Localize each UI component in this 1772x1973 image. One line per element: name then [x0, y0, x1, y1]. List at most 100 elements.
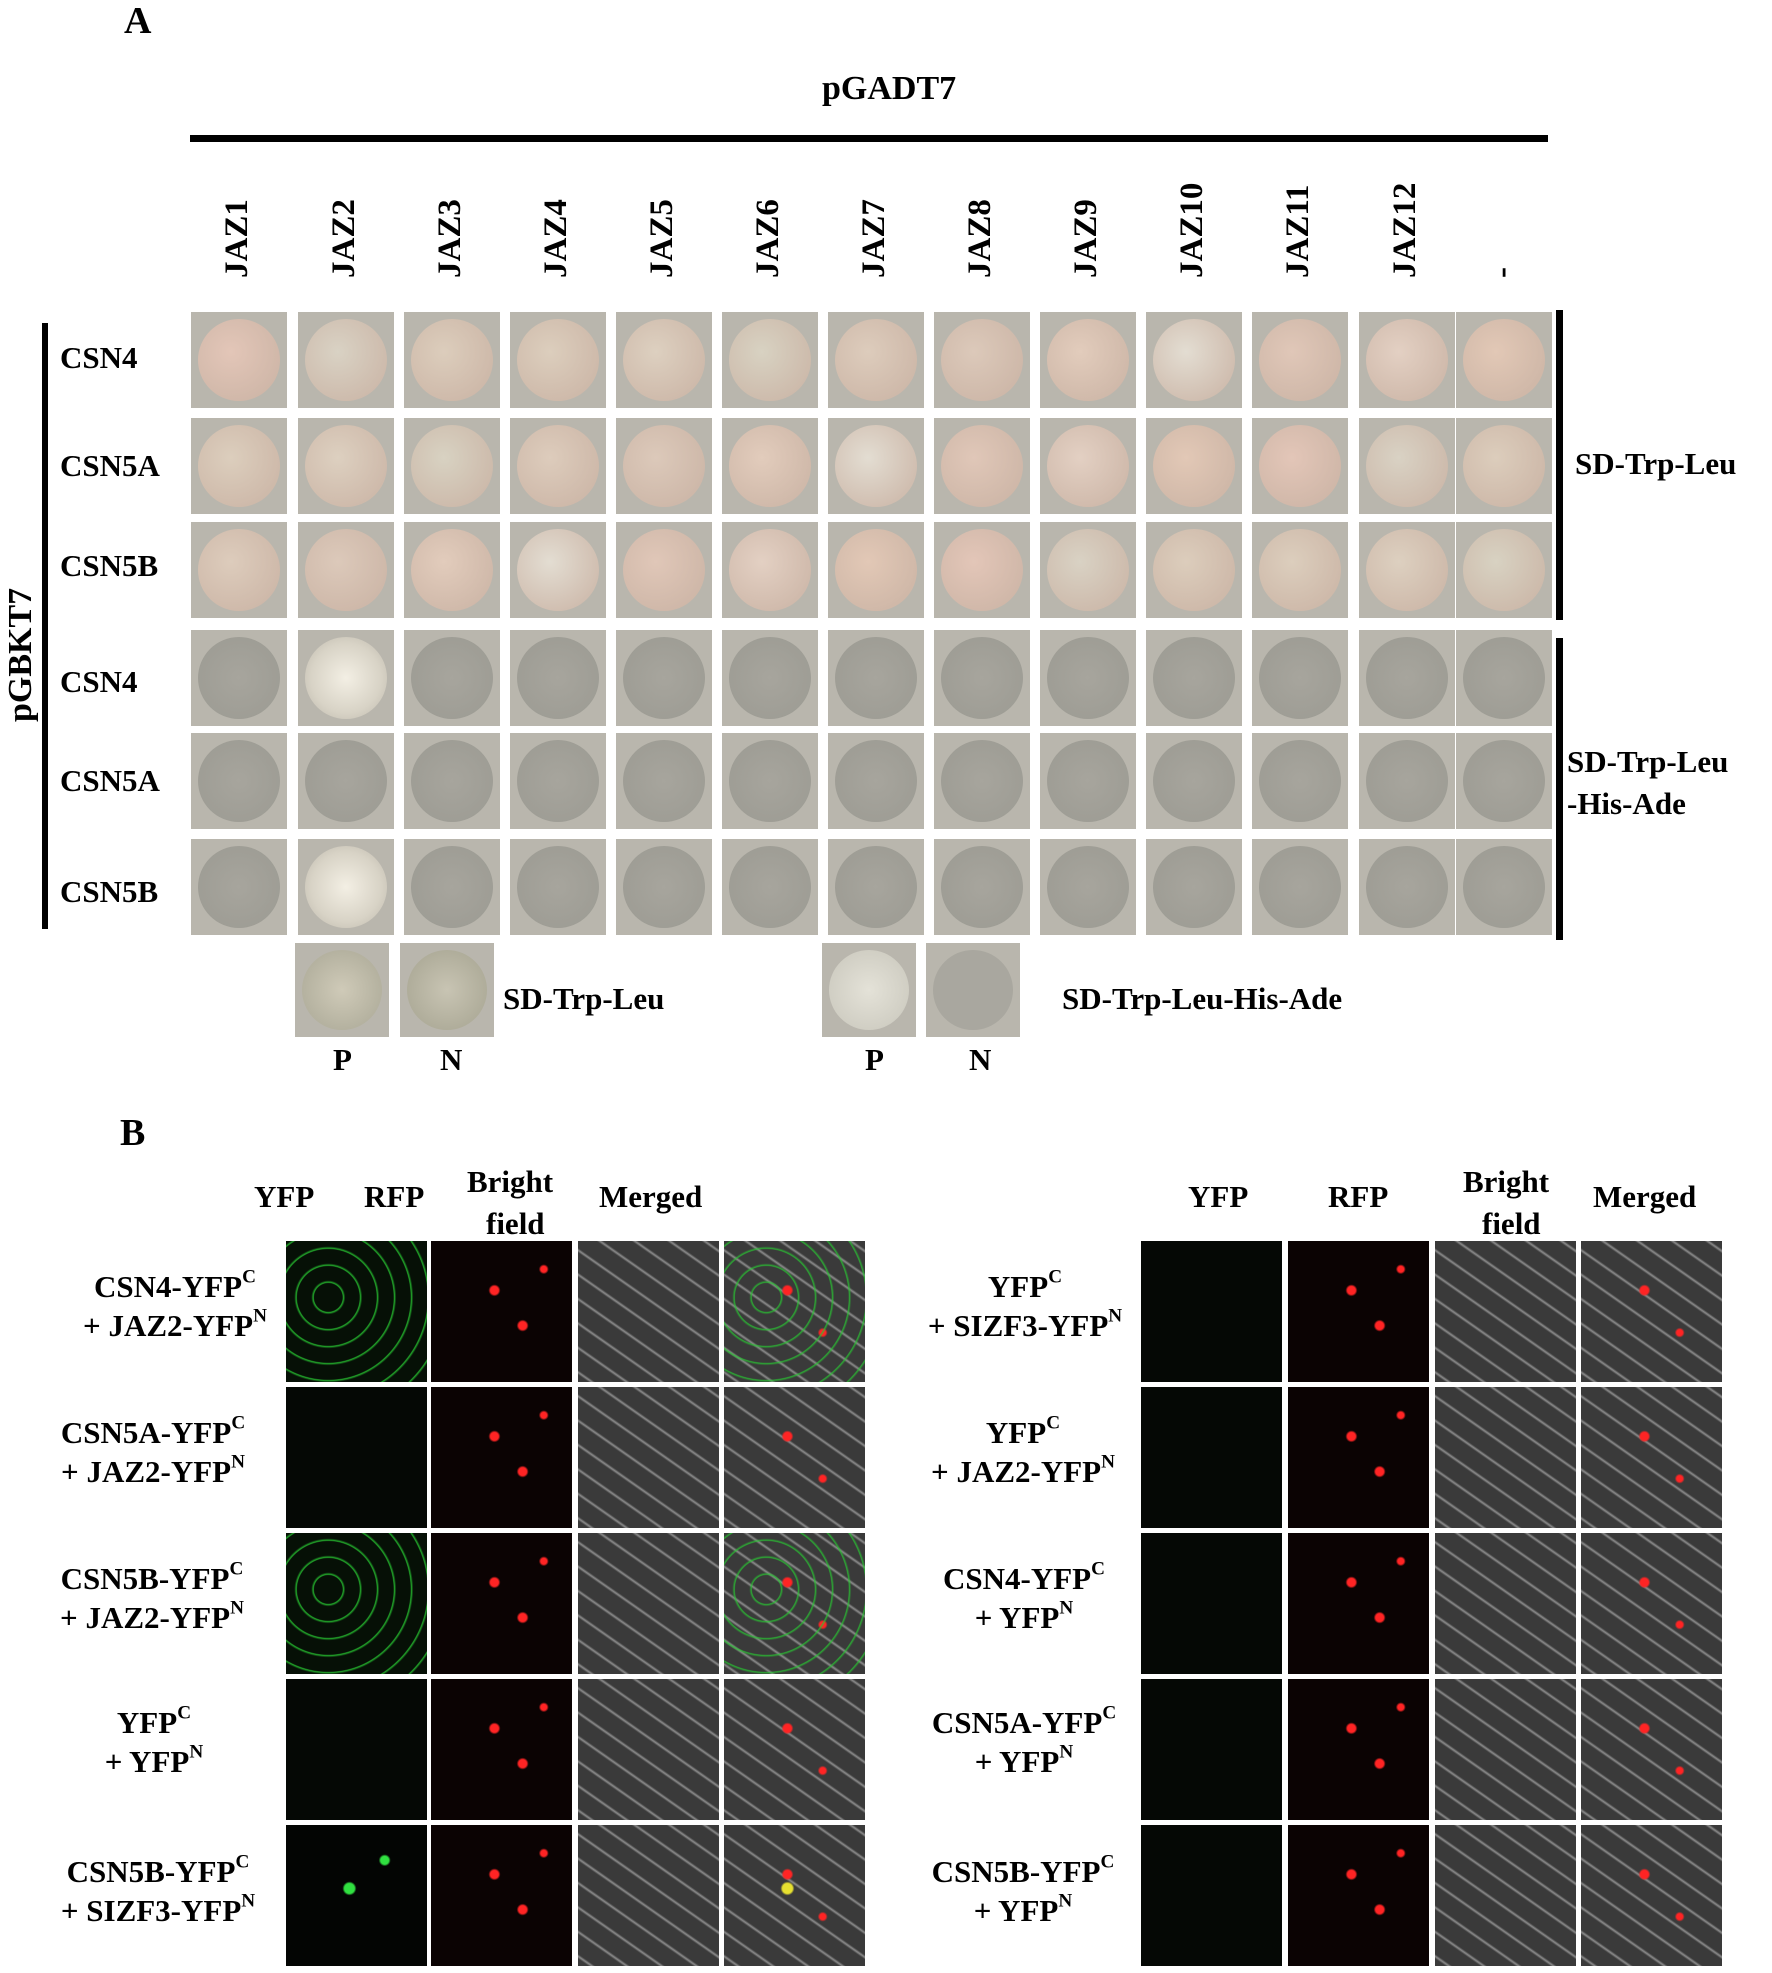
media-bar-top	[1556, 310, 1563, 620]
construct-part: CSN4-YFP	[943, 1561, 1092, 1596]
left-rfp-tile-5	[431, 1825, 572, 1966]
colony-spot	[940, 318, 1024, 402]
column-header-12: JAZ12	[1387, 182, 1423, 278]
plate-r6-c10	[1146, 839, 1242, 935]
colony-spot	[834, 739, 918, 823]
right-yfp-tile-4	[1141, 1679, 1282, 1820]
control-medium-left: SD-Trp-Leu	[503, 981, 665, 1016]
colony-spot	[516, 845, 600, 929]
plate-r6-c9	[1040, 839, 1136, 935]
construct-superscript: N	[253, 1305, 267, 1327]
control-medium-right: SD-Trp-Leu-His-Ade	[1062, 981, 1343, 1016]
column-header-5: JAZ5	[644, 199, 680, 278]
left-merged-tile-1	[724, 1241, 865, 1382]
construct-superscript: N	[1059, 1597, 1074, 1619]
right-merged-tile-4	[1581, 1679, 1722, 1820]
colony-spot	[410, 318, 494, 402]
colony-spot	[940, 636, 1024, 720]
control-p-label-left: P	[333, 1042, 352, 1077]
left-bright-tile-2	[578, 1387, 719, 1528]
media-bar-bottom	[1556, 638, 1563, 940]
plate-r6-c11	[1252, 839, 1348, 935]
construct-part: + SIZF3-YFP	[60, 1892, 242, 1928]
construct-part: + YFP	[973, 1892, 1059, 1928]
header-bright: Bright	[467, 1164, 554, 1199]
colony-spot	[304, 739, 388, 823]
colony-spot	[1462, 845, 1546, 929]
left-yfp-tile-2	[286, 1387, 427, 1528]
plate-r1-c3	[404, 312, 500, 408]
colony-spot	[622, 424, 706, 508]
plate-r2-c4	[510, 418, 606, 514]
colony-spot	[304, 845, 388, 929]
control-n-sd-trp-leu	[400, 943, 494, 1037]
plate-r4-c1	[191, 630, 287, 726]
colony-spot	[1152, 528, 1236, 612]
construct-superscript: N	[1108, 1305, 1123, 1327]
right-construct-label-4: CSN5A-YFPC + YFPN	[864, 1703, 1184, 1782]
construct-part: YFP	[116, 1705, 178, 1740]
colony-spot	[834, 318, 918, 402]
right-bright-tile-5	[1435, 1825, 1576, 1966]
colony-spot	[1046, 636, 1130, 720]
right-rfp-tile-2	[1288, 1387, 1429, 1528]
right-bright-tile-3	[1435, 1533, 1576, 1674]
construct-part: CSN4-YFP	[94, 1269, 243, 1304]
panel-b-letter: B	[120, 1112, 146, 1154]
left-yfp-tile-3	[286, 1533, 427, 1674]
plate-r4-c12	[1359, 630, 1455, 726]
plate-r4-c9	[1040, 630, 1136, 726]
colony-spot	[1462, 528, 1546, 612]
plate-r4-c8	[934, 630, 1030, 726]
row-label-3: CSN5B	[60, 548, 159, 583]
plate-r1-c10	[1146, 312, 1242, 408]
construct-part: CSN5B-YFP	[931, 1854, 1101, 1889]
plate-r3-c10	[1146, 522, 1242, 618]
construct-part: CSN5A-YFP	[60, 1415, 232, 1450]
left-rfp-tile-1	[431, 1241, 572, 1382]
colony-spot	[1258, 636, 1342, 720]
plate-r5-c3	[404, 733, 500, 829]
right-merged-tile-2	[1581, 1387, 1722, 1528]
construct-superscript: N	[241, 1890, 256, 1912]
right-yfp-tile-3	[1141, 1533, 1282, 1674]
plate-r6-c6	[722, 839, 818, 935]
colony-spot	[728, 845, 812, 929]
colony-spot	[516, 739, 600, 823]
colony-spot	[1046, 424, 1130, 508]
plate-r2-c3	[404, 418, 500, 514]
construct-part: CSN5B-YFP	[66, 1854, 236, 1889]
plate-r1-c4	[510, 312, 606, 408]
plate-r3-c5	[616, 522, 712, 618]
colony-spot	[1258, 318, 1342, 402]
construct-part: + JAZ2-YFP	[83, 1307, 254, 1343]
plate-r5-c7	[828, 733, 924, 829]
colony-spot	[410, 636, 494, 720]
left-bright-tile-5	[578, 1825, 719, 1966]
plate-r4-c6	[722, 630, 818, 726]
column-header-13: -	[1484, 267, 1520, 278]
colony-spot	[410, 845, 494, 929]
plate-r6-c12	[1359, 839, 1455, 935]
plate-r6-c8	[934, 839, 1030, 935]
left-merged-tile-3	[724, 1533, 865, 1674]
left-construct-label-4: YFPC + YFPN	[0, 1703, 314, 1782]
construct-part: + JAZ2-YFP	[60, 1599, 231, 1635]
media-label-top: SD-Trp-Leu	[1575, 446, 1737, 481]
colony-spot	[304, 318, 388, 402]
plate-r4-c11	[1252, 630, 1348, 726]
pgbkt7-bar	[42, 323, 48, 929]
left-merged-tile-4	[724, 1679, 865, 1820]
plate-r6-c1	[191, 839, 287, 935]
pgbkt7-label: pGBKT7	[2, 587, 39, 722]
construct-superscript: C	[242, 1266, 256, 1288]
column-header-10: JAZ10	[1174, 182, 1210, 278]
colony-spot	[1152, 636, 1236, 720]
control-n-label-left: N	[440, 1042, 463, 1077]
pgadt7-label: pGADT7	[822, 70, 957, 107]
plate-r4-c4	[510, 630, 606, 726]
colony-spot	[1258, 424, 1342, 508]
colony-spot	[304, 636, 388, 720]
plate-r6-c13	[1456, 839, 1552, 935]
plate-r3-c7	[828, 522, 924, 618]
